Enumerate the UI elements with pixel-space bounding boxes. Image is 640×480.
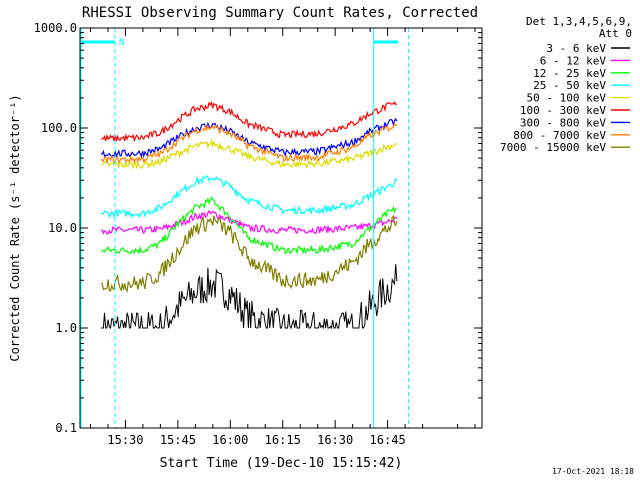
- x-tick-label: 16:00: [212, 433, 248, 447]
- legend-header-line-1: Det 1,3,4,5,6,9,: [526, 15, 632, 28]
- chart-title: RHESSI Observing Summary Count Rates, Co…: [82, 5, 478, 21]
- series-line: [101, 264, 398, 330]
- legend-header-line-2: Att 0: [599, 27, 632, 40]
- x-tick-label: 15:45: [160, 433, 196, 447]
- x-tick-label: 16:30: [317, 433, 353, 447]
- series-line: [101, 100, 398, 143]
- legend-label: 300 - 800 keV: [520, 116, 606, 129]
- y-axis-label: Corrected Count Rate (s⁻¹ detector⁻¹): [8, 94, 22, 361]
- legend-label: 800 - 7000 keV: [513, 129, 606, 142]
- legend-label: 25 - 50 keV: [533, 79, 606, 92]
- marker-label: N: [119, 38, 124, 48]
- y-tick-label: 1.0: [55, 321, 77, 335]
- series-line: [101, 138, 397, 170]
- x-tick-label: 16:45: [370, 433, 406, 447]
- series-line: [101, 196, 398, 255]
- data-layer: [100, 100, 398, 330]
- legend-label: 6 - 12 keV: [540, 54, 607, 67]
- legend-label: 50 - 100 keV: [527, 92, 607, 105]
- y-tick-label: 100.0: [41, 121, 77, 135]
- series-line: [101, 209, 398, 235]
- x-tick-label: 16:15: [265, 433, 301, 447]
- legend-label: 12 - 25 keV: [533, 67, 606, 80]
- x-tick-label: 15:30: [107, 433, 143, 447]
- axis-layer: 15:30 15:45 16:00 16:15 16:30 16:45 0.1 1.0 10.0…: [34, 21, 482, 447]
- y-tick-label: 0.1: [55, 421, 77, 435]
- legend-label: 100 - 300 keV: [520, 104, 606, 117]
- footer-timestamp: 17-Oct-2021 18:18: [552, 467, 634, 476]
- y-tick-label: 1000.0: [34, 21, 77, 35]
- legend-label: 3 - 6 keV: [546, 42, 606, 55]
- series-line: [101, 121, 398, 164]
- legend-label: 7000 - 15000 keV: [500, 141, 606, 154]
- series-line: [101, 174, 398, 219]
- y-tick-label: 10.0: [48, 221, 77, 235]
- x-axis-label: Start Time (19-Dec-10 15:15:42): [160, 456, 403, 471]
- series-line: [101, 214, 398, 293]
